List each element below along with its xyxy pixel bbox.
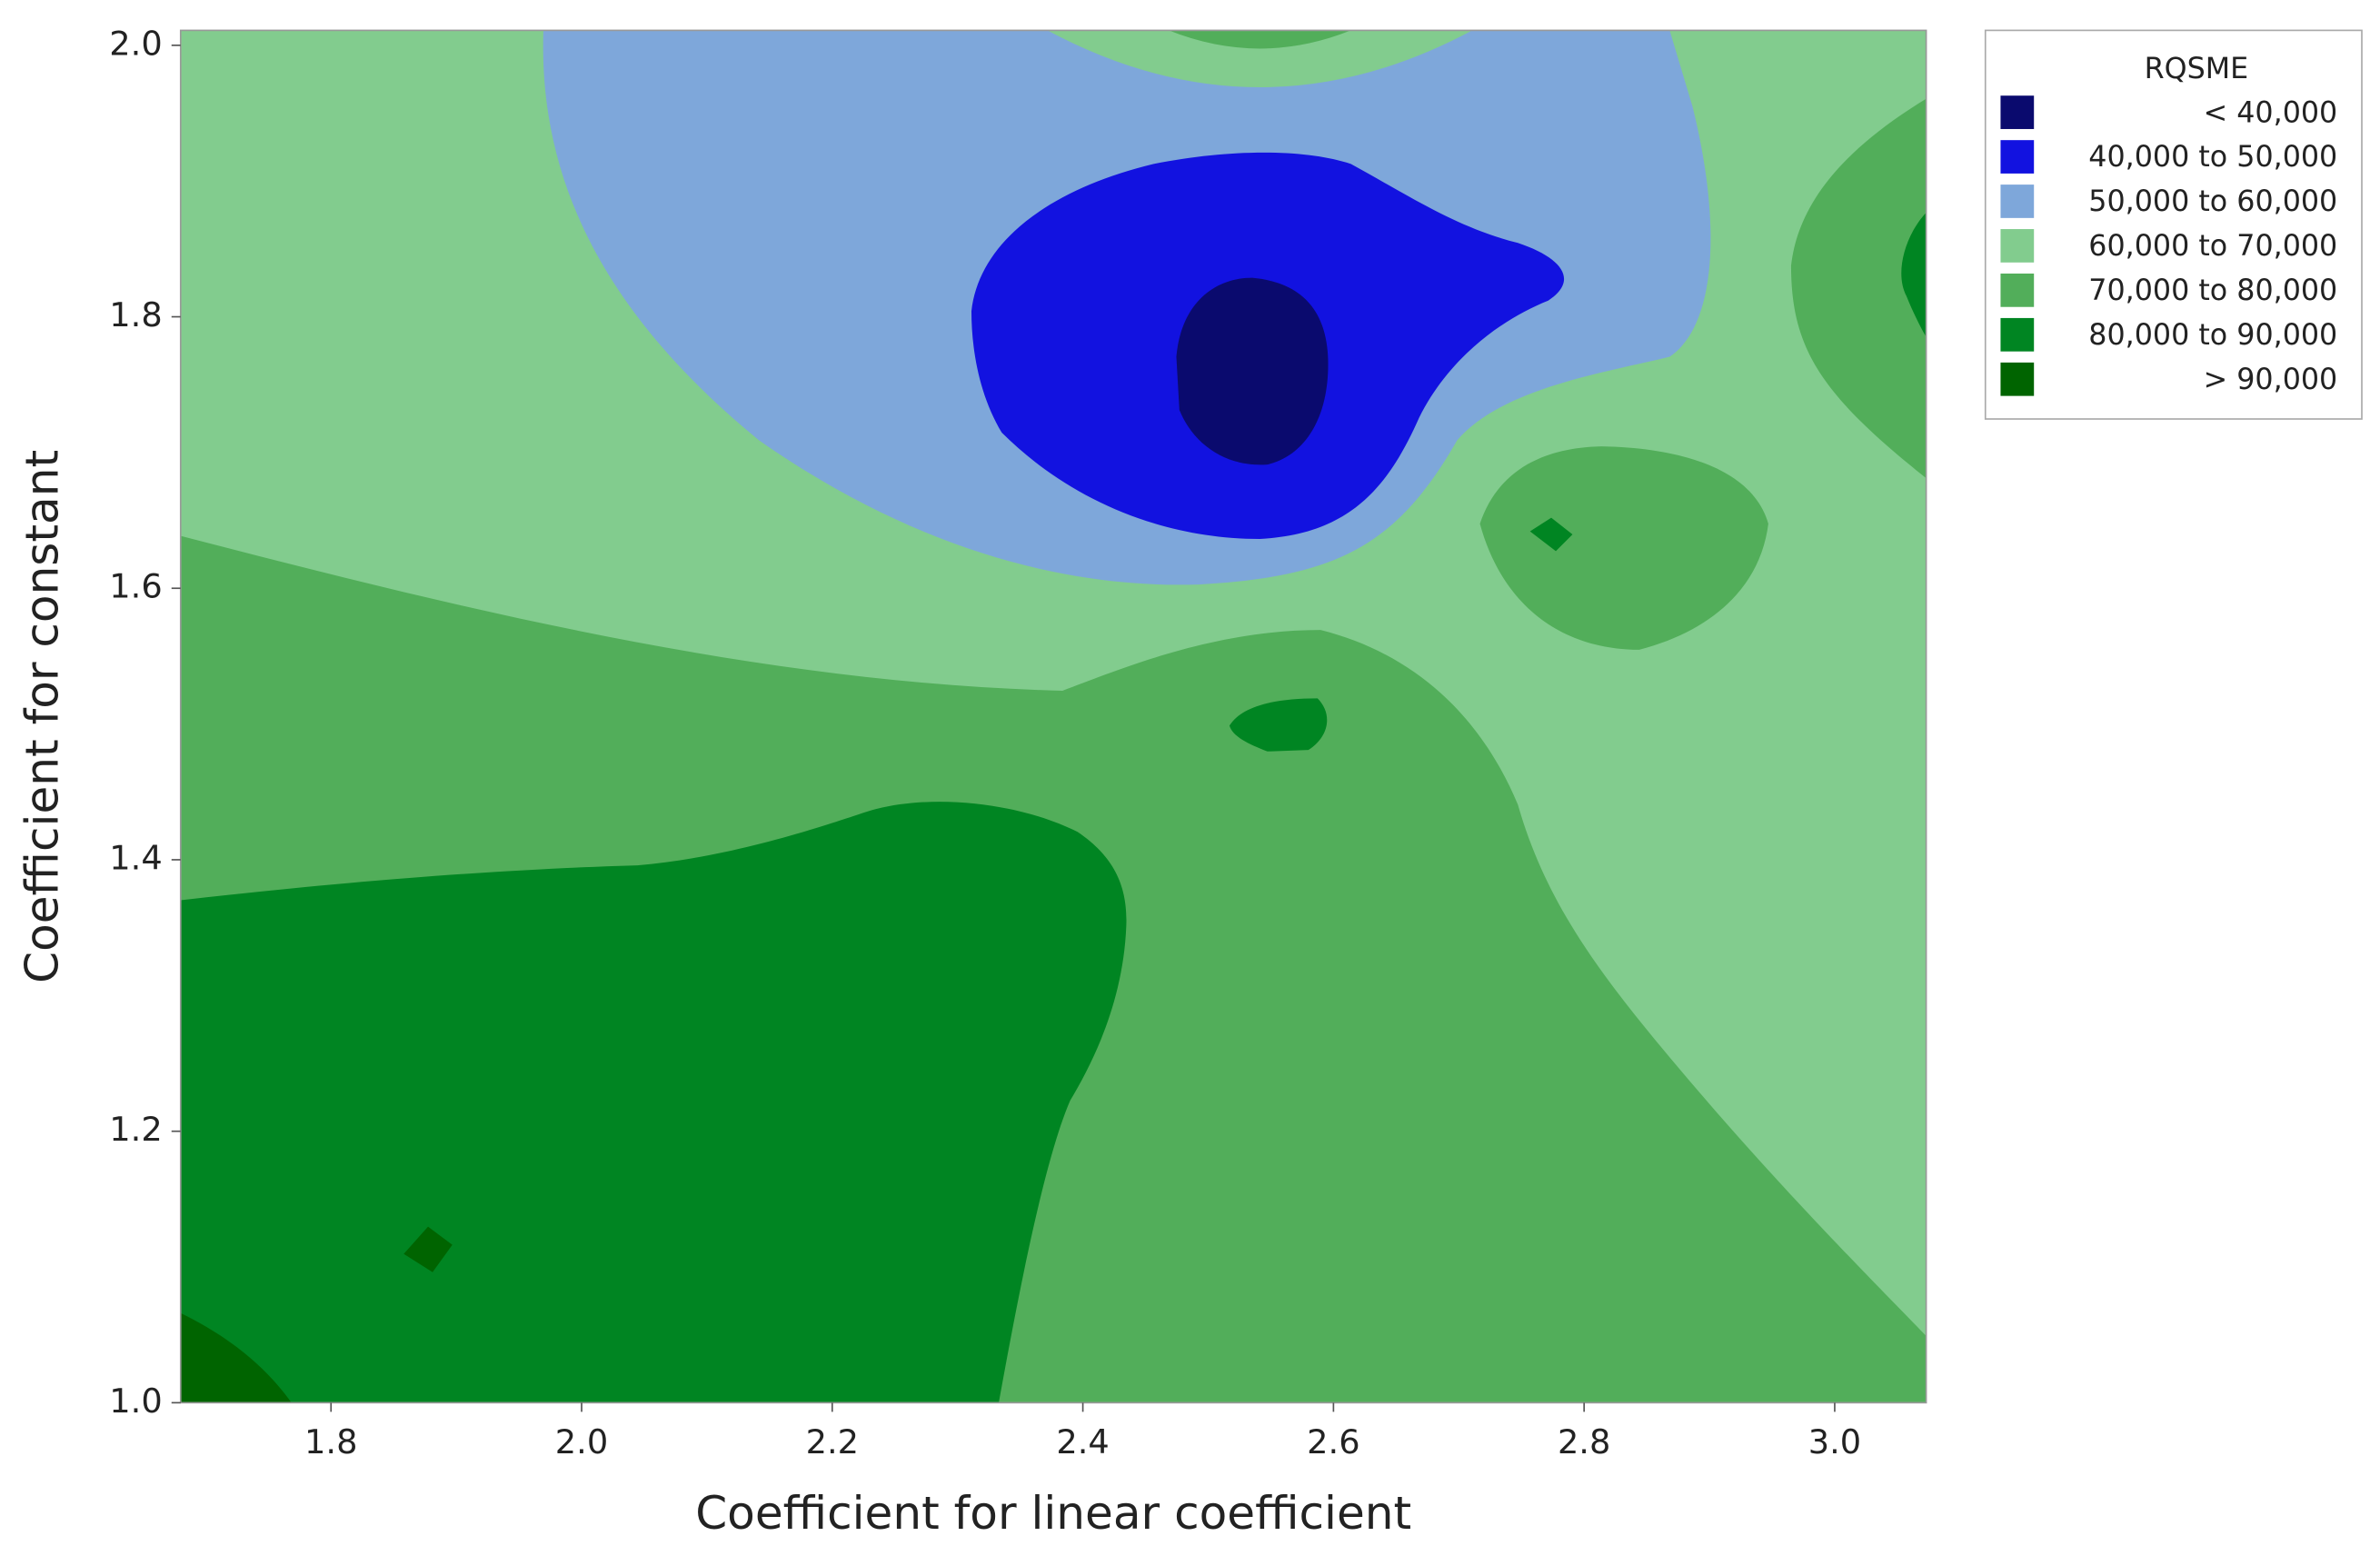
contour-region [403,1226,453,1272]
legend-swatch [2000,362,2035,396]
y-tick-label: 1.2 [109,1110,162,1149]
legend-box [1984,29,2363,420]
legend-swatch [2000,140,2035,174]
contour-region [1901,212,1927,337]
contour-region [1529,517,1573,552]
x-axis-title: Coefficient for linear coefficient [695,1486,1411,1540]
legend-label: > 90,000 [2204,364,2338,396]
y-tick-label: 1.6 [109,567,162,606]
y-tick-label: 1.0 [109,1381,162,1421]
x-tick-label: 1.8 [304,1422,357,1461]
legend-title: RQSME [2145,53,2249,85]
x-tick-label: 2.4 [1056,1422,1109,1461]
plot-frame [179,29,1927,1404]
x-tick-label: 3.0 [1808,1422,1861,1461]
y-tick-label: 1.4 [109,838,162,877]
legend-label: < 40,000 [2204,96,2338,129]
contour-region [180,1312,292,1403]
contour-area [180,30,1927,1403]
y-axis-title: Coefficient for constant [15,450,69,983]
x-tick-label: 2.6 [1307,1422,1359,1461]
legend-swatch [2000,229,2035,263]
legend-label: 70,000 to 80,000 [2088,274,2337,307]
y-tick-label: 2.0 [109,24,162,63]
contour-region [1169,30,1351,49]
contour-region [1790,98,1927,479]
legend-swatch [2000,95,2035,129]
legend-swatch [2000,185,2035,218]
legend-swatch [2000,317,2035,352]
contour-region [1176,277,1329,465]
legend-label: 40,000 to 50,000 [2088,141,2337,174]
legend-swatch [2000,273,2035,307]
chart-body: Coefficient for linear coefficient Coeff… [15,24,2363,1540]
contour-region [1229,698,1328,752]
x-tick-label: 2.8 [1558,1422,1610,1461]
contour-region [180,802,1127,1403]
legend-label: 80,000 to 90,000 [2088,319,2337,352]
legend-label: 60,000 to 70,000 [2088,230,2337,263]
legend-label: 50,000 to 60,000 [2088,185,2337,218]
x-tick-label: 2.0 [555,1422,608,1461]
x-tick-label: 2.2 [806,1422,859,1461]
contour-region [1479,446,1768,650]
y-tick-label: 1.8 [109,295,162,334]
